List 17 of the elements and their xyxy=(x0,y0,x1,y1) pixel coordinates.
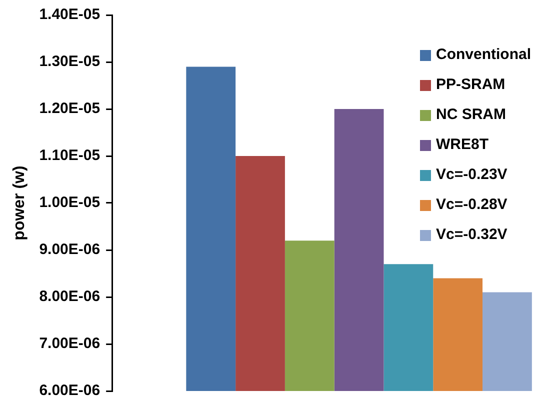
legend-label: Vc=-0.28V xyxy=(436,196,508,214)
legend-label: PP-SRAM xyxy=(436,76,506,94)
y-tick-label: 7.00E-06 xyxy=(39,335,100,352)
y-tick-label: 9.00E-06 xyxy=(39,241,100,258)
legend-label: WRE8T xyxy=(436,136,488,154)
y-tick-label: 8.00E-06 xyxy=(39,288,100,306)
legend-label: Vc=-0.32V xyxy=(436,226,508,244)
y-tick-label: 1.30E-05 xyxy=(39,53,100,70)
y-axis-title: power (w) xyxy=(11,166,28,240)
legend-label: Conventional xyxy=(436,46,532,64)
legend-label: NC SRAM xyxy=(436,106,506,124)
y-tick-label: 1.40E-05 xyxy=(39,6,100,24)
y-tick-label: 1.00E-05 xyxy=(39,194,100,212)
y-tick-label: 1.10E-05 xyxy=(39,147,100,164)
legend-label: Vc=-0.23V xyxy=(436,166,508,184)
y-tick-label: 1.20E-05 xyxy=(39,100,100,118)
y-tick-label: 6.00E-06 xyxy=(39,382,100,400)
